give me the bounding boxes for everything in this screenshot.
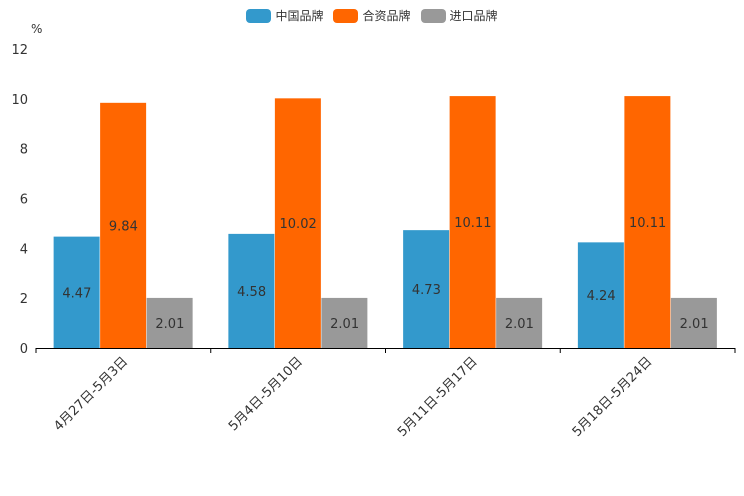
x-tick-label: 4月27日-5月3日 xyxy=(51,354,131,434)
y-tick-label: 8 xyxy=(20,143,28,158)
bar xyxy=(624,96,671,348)
legend-swatch xyxy=(333,8,359,23)
x-axis: 4月27日-5月3日 5月4日-5月10日 5月11日-5月17日 5月18日-5月2… xyxy=(35,348,736,440)
data-label: 10.02 xyxy=(280,217,317,232)
data-label: 4.58 xyxy=(237,285,266,300)
data-label: 4.73 xyxy=(412,283,441,298)
data-label: 2.01 xyxy=(680,317,709,332)
data-label: 4.24 xyxy=(587,289,616,304)
data-label: 10.11 xyxy=(454,216,491,231)
x-tick-label: 5月4日-5月10日 xyxy=(226,354,306,434)
bar xyxy=(670,297,717,348)
legend-item-import-brand[interactable]: 进口品牌 xyxy=(420,7,498,24)
data-label: 2.01 xyxy=(330,317,359,332)
y-tick-label: 6 xyxy=(20,193,28,208)
x-tick-label: 5月18日-5月24日 xyxy=(570,354,656,440)
y-unit-label: % xyxy=(31,22,42,36)
bar xyxy=(403,230,450,348)
legend-swatch xyxy=(246,8,272,23)
data-label: 2.01 xyxy=(505,317,534,332)
y-axis: 0 2 4 6 8 10 12 xyxy=(11,43,28,357)
legend-item-china-brand[interactable]: 中国品牌 xyxy=(246,7,323,24)
data-label: 2.01 xyxy=(155,317,184,332)
legend-label: 合资品牌 xyxy=(362,9,411,23)
bar xyxy=(53,236,100,348)
bar xyxy=(100,102,147,348)
y-tick-label: 4 xyxy=(20,242,28,257)
data-label: 10.11 xyxy=(629,216,666,231)
legend-label: 中国品牌 xyxy=(275,9,324,23)
y-tick-label: 0 xyxy=(20,342,28,357)
y-tick-label: 10 xyxy=(11,93,28,108)
bar xyxy=(577,242,624,348)
bars: 4.47 9.84 2.01 4.58 10.02 2.01 4.73 10.11 2.01 4.… xyxy=(53,96,717,349)
x-tick-label: 5月11日-5月17日 xyxy=(395,354,481,440)
legend-swatch xyxy=(420,8,446,23)
legend-item-joint-venture-brand[interactable]: 合资品牌 xyxy=(333,7,411,24)
bar xyxy=(146,297,193,348)
bar xyxy=(449,96,496,348)
data-label: 4.47 xyxy=(62,286,91,301)
data-label: 9.84 xyxy=(109,219,138,234)
y-tick-label: 12 xyxy=(11,43,28,58)
legend-label: 进口品牌 xyxy=(449,9,498,23)
bar xyxy=(228,233,275,348)
legend: 中国品牌 合资品牌 进口品牌 xyxy=(0,7,744,24)
y-tick-label: 2 xyxy=(20,292,28,307)
bar xyxy=(274,98,321,349)
bar xyxy=(321,297,368,348)
bar xyxy=(496,297,543,348)
